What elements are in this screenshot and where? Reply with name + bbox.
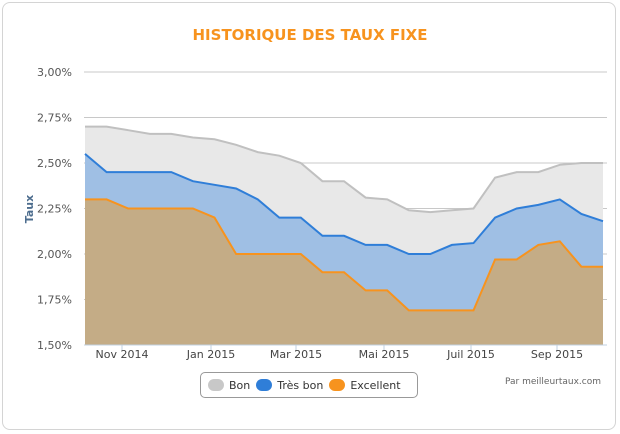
legend-label-tres-bon: Très bon	[277, 378, 324, 392]
line-tres-bon[interactable]	[84, 153, 604, 255]
x-tick-label: Jan 2015	[186, 348, 235, 361]
y-tick-label: 2,25%	[37, 203, 72, 216]
legend-item-tres-bon[interactable]: Très bon	[256, 379, 323, 392]
credit-link[interactable]: Par meilleurtaux.com	[505, 377, 602, 387]
legend-item-bon[interactable]: Bon	[208, 379, 250, 392]
y-tick-label: 1,50%	[37, 339, 72, 352]
x-tick-label: Juil 2015	[446, 348, 495, 361]
y-tick-label: 2,50%	[37, 157, 72, 170]
chart-title: HISTORIQUE DES TAUX FIXE	[192, 26, 428, 44]
legend-item-excellent[interactable]: Excellent	[329, 378, 401, 392]
y-tick-label: 2,00%	[37, 248, 72, 261]
y-tick-label: 1,75%	[37, 294, 72, 307]
x-tick-label: Mai 2015	[359, 348, 410, 361]
y-axis-ticks: 1,50% 1,75% 2,00% 2,25% 2,50% 2,75% 3,00%	[37, 66, 72, 352]
x-tick-label: Nov 2014	[96, 348, 149, 361]
line-bon[interactable]	[85, 125, 603, 214]
legend-swatch-bon-icon	[208, 379, 224, 391]
x-tick-label: Sep 2015	[531, 348, 583, 361]
x-axis-ticks: Nov 2014 Jan 2015 Mar 2015 Mai 2015 Juil 201…	[96, 345, 583, 361]
legend-label-excellent: Excellent	[350, 378, 401, 392]
x-tick-label: Mar 2015	[270, 348, 322, 361]
y-tick-label: 2,75%	[37, 112, 72, 125]
legend-swatch-excellent-icon	[329, 379, 346, 391]
line-excellent[interactable]	[85, 198, 603, 312]
chart-legend: Bon Très bon Excellent	[200, 372, 418, 398]
y-tick-label: 3,00%	[37, 66, 72, 79]
legend-label-bon: Bon	[229, 378, 251, 392]
y-axis-label: Taux	[23, 195, 36, 223]
legend-swatch-tres-bon-icon	[256, 379, 273, 391]
